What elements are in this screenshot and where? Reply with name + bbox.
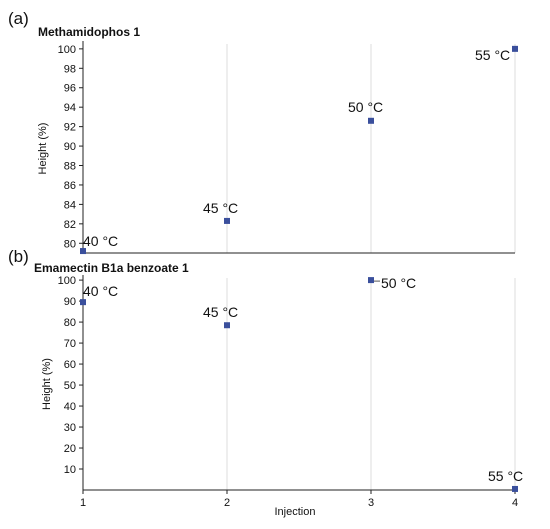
panel-0-y-tick-label-5: 90 <box>64 141 76 153</box>
panel-0-y-tick-label-10: 100 <box>58 44 76 56</box>
panel-1-y-tick-label-6: 70 <box>64 338 76 350</box>
panel-0-data-label-3: 55 °C <box>475 47 510 63</box>
panel-1-data-label-3: 55 °C <box>488 468 523 484</box>
panel-1-x-tick-label-1: 2 <box>224 497 230 509</box>
panel-1-data-label-1: 45 °C <box>203 304 238 320</box>
panel-1-x-tick-label-0: 1 <box>80 497 86 509</box>
panel-1-y-tick-label-2: 30 <box>64 422 76 434</box>
panel-0-y-tick-label-9: 98 <box>64 63 76 75</box>
panel-1-y-tick-label-9: 100 <box>58 275 76 287</box>
panel-1-y-tick-label-4: 50 <box>64 380 76 392</box>
panel-1-data-point-3 <box>512 485 518 492</box>
panel-1-data-point-0 <box>80 299 86 306</box>
panel-1-y-tick-label-1: 20 <box>64 443 76 455</box>
panel-1-y-tick-label-7: 80 <box>64 317 76 329</box>
panel-0-data-label-2: 50 °C <box>348 99 383 115</box>
panel-1-y-tick-label-3: 40 <box>64 401 76 413</box>
panel-1-y-tick-label-5: 60 <box>64 359 76 371</box>
panel-0-y-tick-label-3: 86 <box>64 180 76 192</box>
panel-0-y-tick-label-2: 84 <box>64 199 76 211</box>
panel-0-data-point-1 <box>224 217 230 224</box>
panel-0-title: Methamidophos 1 <box>38 25 140 39</box>
panel-1-data-label-0: 40 °C <box>83 283 118 299</box>
panel-1-y-tick-label-8: 90 <box>64 296 76 308</box>
panel-1-data-point-1 <box>224 322 230 329</box>
panel-1-x-axis-label: Injection <box>275 506 316 518</box>
panel-0-data-label-1: 45 °C <box>203 200 238 216</box>
panel-1-x-tick-label-3: 4 <box>512 497 518 509</box>
panel-0-data-point-0 <box>80 248 86 255</box>
panel-1-y-axis-label: Height (%) <box>41 358 53 410</box>
panel-0-y-tick-label-0: 80 <box>64 238 76 250</box>
panel-0-y-tick-label-7: 94 <box>64 102 76 114</box>
panel-0-y-tick-label-8: 96 <box>64 83 76 95</box>
panel-1-x-tick-label-2: 3 <box>368 497 374 509</box>
panel-0-letter: (a) <box>8 9 29 28</box>
panel-1-data-label-2: 50 °C <box>381 275 416 291</box>
panel-0-data-point-3 <box>512 45 518 52</box>
panel-1-y-tick-label-0: 10 <box>64 464 76 476</box>
panel-0-data-point-2 <box>368 117 374 124</box>
panel-0-data-label-0: 40 °C <box>83 233 118 249</box>
panel-1-data-point-2 <box>368 277 374 284</box>
panel-0-y-tick-label-1: 82 <box>64 219 76 231</box>
panel-0-y-tick-label-4: 88 <box>64 161 76 173</box>
panel-0-y-axis-label: Height (%) <box>37 123 49 175</box>
panel-1-title: Emamectin B1a benzoate 1 <box>34 261 189 275</box>
panel-1-letter: (b) <box>8 247 29 266</box>
panel-0-y-tick-label-6: 92 <box>64 122 76 134</box>
